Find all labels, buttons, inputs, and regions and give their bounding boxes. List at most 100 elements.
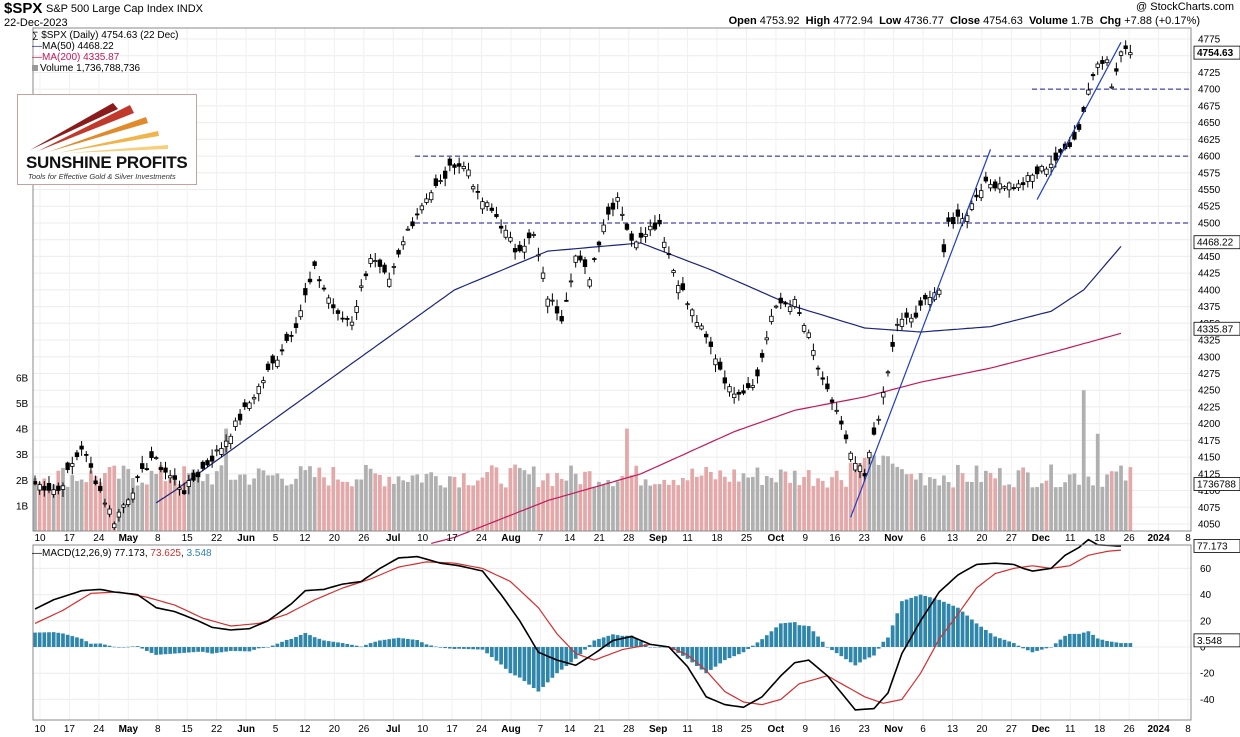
candle-body (867, 451, 872, 459)
volume-bar (433, 476, 438, 531)
date-tick-label: 17 (447, 533, 459, 544)
price-tick-label: 4500 (1198, 218, 1221, 229)
macd-hist-bar (131, 646, 135, 647)
volume-bar (750, 476, 755, 531)
volume-bar (517, 467, 522, 531)
macd-hist-bar (112, 646, 117, 648)
volume-bar (471, 485, 475, 531)
date-tick-label: 8 (1185, 533, 1191, 544)
volume-swatch-icon (32, 65, 38, 72)
macd-hist-bar (345, 643, 350, 647)
macd-hist-bar (1002, 639, 1007, 647)
volume-bar (834, 470, 839, 531)
date-tick-label: 18 (711, 724, 723, 735)
macd-hist-bar (713, 647, 718, 667)
candle-body (806, 332, 811, 338)
candle-body (643, 233, 648, 237)
volume-bar (755, 467, 760, 531)
candle-body (84, 454, 89, 456)
candle-body (405, 228, 411, 231)
macd-hist-bar (247, 647, 252, 652)
candle-body (815, 367, 821, 370)
volume-bar (788, 482, 792, 531)
macd-hist-bar (368, 643, 373, 647)
candle-body (713, 358, 718, 366)
macd-hist-bar (583, 647, 587, 650)
volume-bar (676, 485, 681, 531)
volume-bar (1109, 471, 1114, 531)
macd-hist-bar (75, 637, 79, 647)
candle-body (1053, 152, 1058, 161)
candle-body (927, 297, 933, 305)
candle-body (391, 266, 397, 268)
volume-bar (932, 478, 937, 531)
volume-bar (219, 465, 224, 531)
candle-body (829, 399, 835, 403)
volume-bar (918, 472, 923, 531)
macd-hist-bar (228, 647, 233, 651)
volume-bar (764, 476, 769, 531)
macd-hist-bar (154, 647, 159, 655)
volume-bar (825, 487, 830, 531)
volume-bar (340, 481, 345, 531)
volume-tick-label: 3B (16, 450, 29, 461)
legend-volume-text: Volume 1,736,788,736 (40, 63, 141, 74)
candle-body (461, 166, 466, 170)
macd-hist-bar (909, 597, 914, 647)
candle-body (195, 472, 201, 478)
macd-hist-bar (764, 635, 769, 647)
candle-body (564, 299, 569, 302)
macd-hist-bar (708, 647, 713, 670)
volume-bar (774, 482, 778, 531)
volume-bar (881, 455, 886, 531)
ma50-line (155, 242, 1122, 504)
candle-body (1044, 168, 1049, 175)
macd-hist-bar (1067, 633, 1072, 647)
candle-body (317, 279, 322, 282)
macd-hist-bar (461, 647, 466, 649)
volume-bar (839, 480, 844, 531)
volume-bar (923, 485, 928, 531)
macd-label: MACD(12,26,9) (42, 548, 112, 559)
macd-hist-bar (881, 641, 886, 647)
date-tick-label: Jul (386, 724, 401, 735)
close-value: 4754.63 (983, 15, 1023, 27)
macd-hist-bar (396, 637, 401, 647)
macd-hist-bar (47, 632, 51, 647)
macd-value: 77.173 (114, 548, 145, 559)
price-tick-label: 4550 (1198, 185, 1221, 196)
candle-body (526, 232, 532, 239)
candle-body (587, 279, 592, 287)
candle-body (717, 361, 723, 370)
candle-body (442, 170, 448, 179)
volume-bar (718, 470, 723, 531)
volume-bar (354, 479, 359, 531)
open-value: 4753.92 (759, 15, 800, 27)
macd-hist-bar (1044, 647, 1049, 649)
macd-hist-bar (862, 647, 867, 660)
volume-bar (145, 484, 149, 531)
macd-hist-bar (597, 638, 601, 647)
price-tick-label: 4450 (1198, 252, 1221, 263)
volume-bar (657, 484, 662, 531)
candle-body (769, 315, 774, 323)
macd-path (34, 538, 1122, 711)
candle-body (480, 201, 485, 210)
volume-bar (732, 469, 737, 531)
date-tick-label: 8 (155, 724, 161, 735)
volume-bar (294, 478, 298, 531)
candle-body (42, 485, 47, 491)
macd-hist-bar (238, 647, 242, 652)
volume-bar (811, 485, 816, 531)
candle-body (568, 280, 574, 283)
candle-body (941, 244, 947, 253)
macd-hist-bar (294, 636, 298, 647)
candle-body (662, 241, 667, 248)
macd-hist-bar (1025, 647, 1030, 651)
volume-bar (107, 467, 112, 531)
macd-hist-bar (564, 647, 569, 666)
logo-tagline: Tools for Effective Gold & Silver Invest… (28, 172, 176, 181)
candle-body (88, 463, 94, 468)
candle-body (1034, 166, 1040, 175)
macd-hist-bar (1114, 642, 1119, 647)
